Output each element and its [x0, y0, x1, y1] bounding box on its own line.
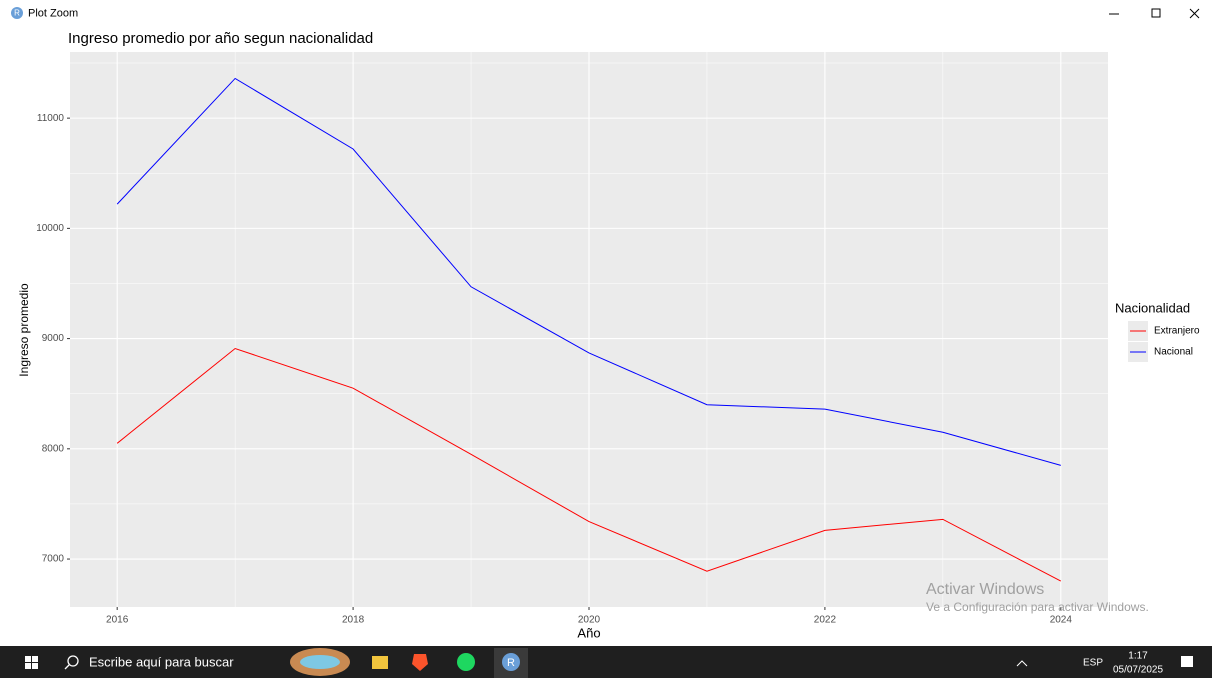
restore-button[interactable]: [1151, 8, 1161, 18]
x-tick-label: 2020: [578, 615, 601, 626]
y-axis-label: Ingreso promedio: [17, 283, 31, 377]
y-tick-label: 9000: [42, 333, 65, 344]
x-tick-label: 2018: [342, 615, 365, 626]
start-logo: [25, 663, 31, 669]
chart-title: Ingreso promedio por año segun nacionali…: [68, 30, 373, 47]
y-tick-label: 11000: [37, 113, 65, 124]
start-logo: [32, 656, 38, 662]
series-line: [116, 77, 1061, 466]
search-icon: [64, 664, 70, 670]
legend-label: Extranjero: [1154, 326, 1200, 337]
r-icon: [502, 653, 520, 671]
x-tick-label: 2024: [1050, 615, 1073, 626]
spotify-icon[interactable]: [457, 653, 475, 671]
search-box[interactable]: Escribe aquí para buscar: [89, 654, 234, 669]
lines: [116, 77, 1062, 582]
x-tick-label: 2016: [106, 615, 129, 626]
start-logo: [32, 663, 38, 669]
app-icon: [11, 7, 23, 19]
app-icon-label: R: [14, 9, 20, 18]
taskbar: [0, 646, 1212, 678]
legend: Nacionalidad Extranjero Nacional: [1115, 300, 1200, 362]
explorer-icon[interactable]: [372, 656, 388, 669]
clock-date[interactable]: 05/07/2025: [1113, 665, 1163, 676]
legend-title: Nacionalidad: [1115, 300, 1190, 315]
search-icon: [67, 655, 79, 667]
watermark-subtitle: Ve a Configuración para activar Windows.: [926, 600, 1149, 614]
brave-icon[interactable]: [412, 654, 428, 671]
r-icon-label: R: [507, 657, 515, 669]
series-line: [116, 347, 1062, 582]
x-tick-label: 2022: [814, 615, 837, 626]
x-axis-label: Año: [577, 625, 600, 640]
start-logo: [25, 656, 31, 662]
window-title: Plot Zoom: [28, 7, 78, 19]
legend-label: Nacional: [1154, 347, 1193, 358]
close-button[interactable]: [1189, 8, 1200, 19]
weather-widget: [300, 655, 340, 669]
watermark-title: Activar Windows: [926, 581, 1044, 598]
y-tick-label: 7000: [42, 554, 65, 565]
tray-arrow[interactable]: [1016, 660, 1028, 667]
y-tick-label: 8000: [42, 443, 65, 454]
start-button[interactable]: [25, 656, 38, 669]
y-tick-label: 10000: [36, 223, 64, 234]
language[interactable]: ESP: [1083, 658, 1103, 669]
clock-time[interactable]: 1:17: [1128, 651, 1148, 662]
notifications[interactable]: [1181, 656, 1193, 667]
grid: 7000 8000 9000 10000 11000 2016 2018 2020 2022 20…: [36, 52, 1108, 626]
